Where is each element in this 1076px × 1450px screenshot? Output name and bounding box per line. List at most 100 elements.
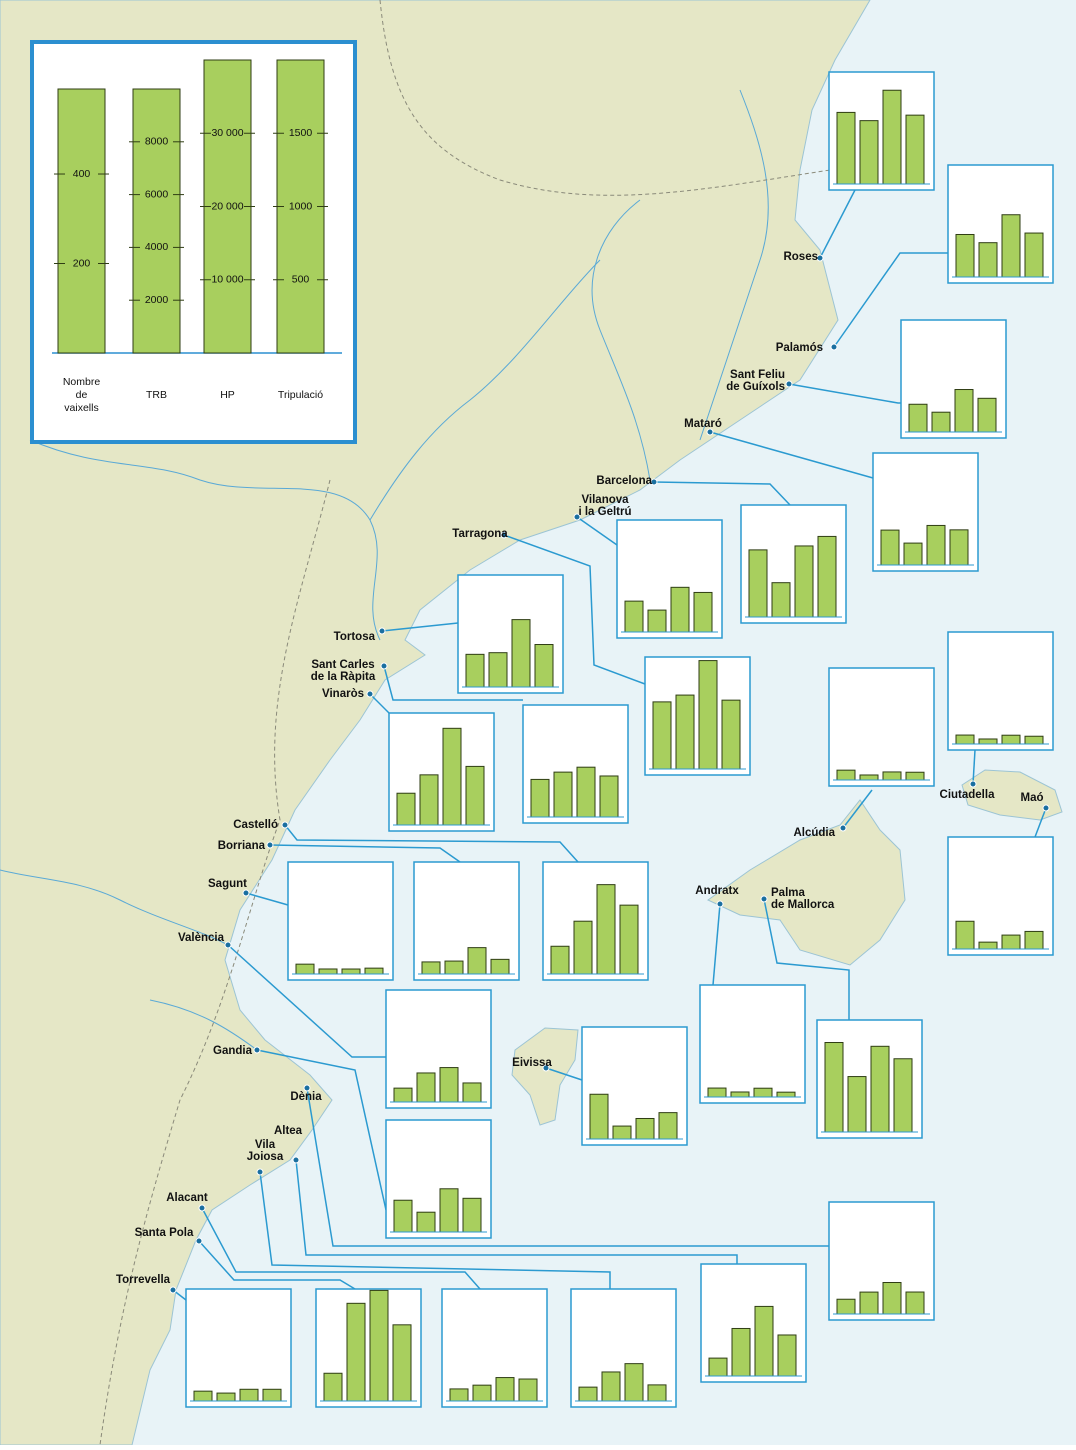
bar <box>949 529 969 566</box>
bar <box>707 1087 727 1098</box>
connector <box>269 844 461 863</box>
bar <box>652 701 672 770</box>
legend-bar <box>203 59 252 354</box>
port-dot <box>573 513 581 521</box>
bar <box>262 1388 282 1402</box>
bar <box>903 542 923 566</box>
bar <box>619 904 639 975</box>
port-dot <box>542 1064 550 1072</box>
tick-label: 6000 <box>145 188 169 200</box>
bar <box>870 1045 890 1133</box>
tick-label: 2000 <box>145 294 169 306</box>
port-name: Roses <box>783 251 818 263</box>
bar <box>893 1058 913 1133</box>
bar <box>978 242 998 278</box>
bar <box>439 1067 459 1103</box>
port-name: Vila <box>255 1139 276 1151</box>
port-name: Borriana <box>218 840 266 852</box>
port-name: de la Ràpita <box>311 671 376 683</box>
port-dot <box>366 690 374 698</box>
tick-label: 30 000 <box>211 127 243 139</box>
bar <box>439 1188 459 1233</box>
bar <box>318 968 338 975</box>
bar <box>836 769 856 781</box>
bar <box>978 738 998 745</box>
axis-name: Nombre <box>63 376 101 388</box>
bar <box>670 586 690 633</box>
bar <box>748 549 768 618</box>
port-name: Joiosa <box>247 1151 284 1163</box>
bar <box>708 1357 728 1377</box>
port-dot <box>224 941 232 949</box>
bar <box>776 1091 796 1098</box>
bar <box>534 644 554 688</box>
bar <box>905 114 925 185</box>
bar <box>882 771 902 781</box>
bar <box>647 609 667 633</box>
bar <box>955 920 975 950</box>
rivers <box>0 89 769 1051</box>
bar <box>658 1112 678 1140</box>
bar <box>449 1388 469 1402</box>
bar <box>323 1372 343 1402</box>
bar <box>419 774 439 826</box>
port-name: Eivissa <box>512 1057 552 1069</box>
legend-bar <box>276 59 325 354</box>
port-dot <box>198 1204 206 1212</box>
connector <box>259 1171 611 1289</box>
bar <box>771 582 791 618</box>
chart-box <box>287 861 394 981</box>
bar <box>731 1327 751 1377</box>
bar <box>777 1334 797 1377</box>
port-name: Alcúdia <box>793 827 835 839</box>
bar <box>859 1291 879 1315</box>
bar <box>836 1298 856 1315</box>
port-name: Andratx <box>695 885 739 897</box>
connector <box>227 944 386 1058</box>
bar <box>647 1384 667 1402</box>
bar <box>882 89 902 185</box>
port-dot <box>816 254 824 262</box>
connector <box>256 1049 387 1211</box>
bar <box>926 524 946 566</box>
mallorca <box>707 799 906 966</box>
bar <box>905 771 925 781</box>
bar <box>462 1082 482 1103</box>
connector <box>503 534 646 685</box>
bar <box>550 945 570 975</box>
tick-label: 8000 <box>145 136 169 148</box>
bar <box>635 1117 655 1140</box>
port-dot <box>256 1168 264 1176</box>
port-name: de Guíxols <box>726 381 785 393</box>
tick-label: 20 000 <box>211 200 243 212</box>
bar <box>977 397 997 433</box>
port-dot <box>281 821 289 829</box>
bar <box>589 1093 609 1140</box>
connector <box>842 789 873 829</box>
bar <box>836 111 856 185</box>
chart-box <box>947 631 1054 751</box>
connector <box>972 749 976 785</box>
connector <box>295 1159 738 1264</box>
port-name: Sant Carles <box>311 659 374 671</box>
bar <box>576 766 596 818</box>
connector <box>545 1067 583 1081</box>
bar <box>421 961 441 975</box>
port-dot <box>716 900 724 908</box>
axis-name: HP <box>220 389 235 401</box>
connector <box>712 903 721 986</box>
bar <box>1024 930 1044 950</box>
bar <box>396 792 416 826</box>
bar <box>601 1371 621 1402</box>
connector <box>201 1207 481 1290</box>
axis-name: de <box>76 389 88 401</box>
bar <box>693 591 713 633</box>
bar <box>573 920 593 975</box>
bar <box>495 1377 515 1402</box>
tick-label: 400 <box>73 168 91 180</box>
bar <box>824 1042 844 1133</box>
port-dot <box>378 627 386 635</box>
menorca <box>961 769 1063 821</box>
bar <box>675 694 695 770</box>
